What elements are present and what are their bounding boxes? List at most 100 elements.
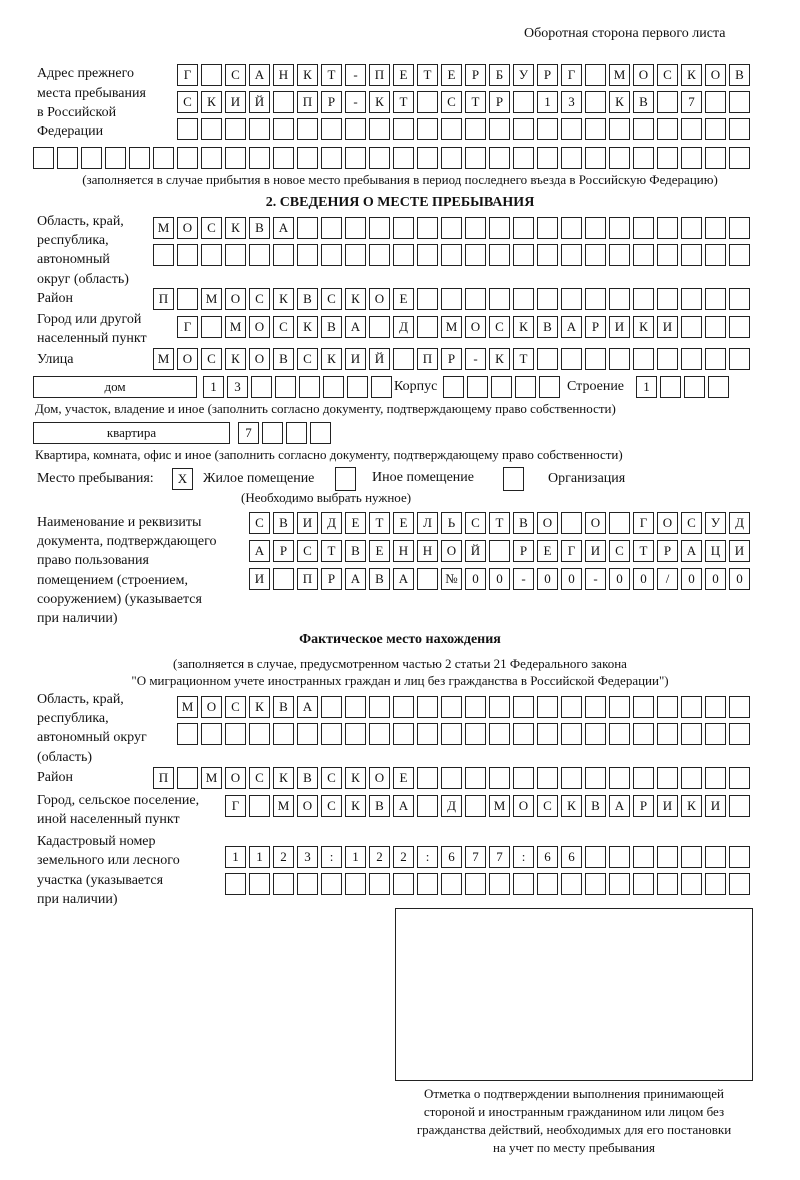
char-cell[interactable]	[729, 217, 750, 239]
char-cell[interactable]	[489, 288, 510, 310]
char-cell[interactable]: Р	[513, 540, 534, 562]
char-cell[interactable]	[513, 723, 534, 745]
char-cell[interactable]	[443, 376, 464, 398]
char-cell[interactable]: О	[201, 696, 222, 718]
char-cell[interactable]: Е	[393, 64, 414, 86]
char-cell[interactable]	[393, 118, 414, 140]
char-cell[interactable]	[705, 723, 726, 745]
char-cell[interactable]: К	[321, 348, 342, 370]
char-cell[interactable]: Р	[273, 540, 294, 562]
char-cell[interactable]	[537, 873, 558, 895]
char-cell[interactable]: Т	[369, 512, 390, 534]
char-cell[interactable]	[729, 348, 750, 370]
char-cell[interactable]	[297, 217, 318, 239]
char-cell[interactable]	[201, 244, 222, 266]
char-cell[interactable]: К	[297, 64, 318, 86]
char-cell[interactable]	[657, 696, 678, 718]
char-cell[interactable]: О	[249, 316, 270, 338]
char-cell[interactable]: Ь	[441, 512, 462, 534]
char-cell[interactable]	[729, 846, 750, 868]
char-cell[interactable]	[489, 217, 510, 239]
char-cell[interactable]	[633, 696, 654, 718]
char-cell[interactable]: Т	[321, 540, 342, 562]
char-cell[interactable]	[729, 91, 750, 113]
char-cell[interactable]	[417, 723, 438, 745]
char-cell[interactable]: Р	[585, 316, 606, 338]
char-cell[interactable]: К	[681, 795, 702, 817]
char-cell[interactable]	[561, 244, 582, 266]
char-cell[interactable]: С	[249, 288, 270, 310]
char-cell[interactable]	[345, 244, 366, 266]
char-cell[interactable]: О	[513, 795, 534, 817]
char-cell[interactable]	[153, 147, 174, 169]
char-cell[interactable]	[561, 217, 582, 239]
char-cell[interactable]	[417, 147, 438, 169]
char-cell[interactable]: Л	[417, 512, 438, 534]
char-cell[interactable]: А	[297, 696, 318, 718]
char-cell[interactable]	[729, 316, 750, 338]
char-cell[interactable]: Г	[633, 512, 654, 534]
char-cell[interactable]	[513, 147, 534, 169]
char-cell[interactable]	[321, 723, 342, 745]
char-cell[interactable]	[273, 91, 294, 113]
char-cell[interactable]	[705, 244, 726, 266]
char-cell[interactable]	[177, 767, 198, 789]
char-cell[interactable]: Е	[393, 512, 414, 534]
char-cell[interactable]	[585, 348, 606, 370]
char-cell[interactable]	[297, 723, 318, 745]
char-cell[interactable]	[681, 723, 702, 745]
char-cell[interactable]: И	[657, 316, 678, 338]
char-cell[interactable]: О	[441, 540, 462, 562]
char-cell[interactable]	[729, 288, 750, 310]
char-cell[interactable]	[225, 873, 246, 895]
char-cell[interactable]: №	[441, 568, 462, 590]
char-cell[interactable]	[105, 147, 126, 169]
char-cell[interactable]: 1	[636, 376, 657, 398]
char-cell[interactable]: М	[609, 64, 630, 86]
char-cell[interactable]	[369, 316, 390, 338]
char-cell[interactable]: А	[249, 540, 270, 562]
char-cell[interactable]: 6	[537, 846, 558, 868]
char-cell[interactable]	[537, 118, 558, 140]
char-cell[interactable]: Н	[417, 540, 438, 562]
char-cell[interactable]	[537, 288, 558, 310]
char-cell[interactable]	[465, 723, 486, 745]
char-cell[interactable]	[297, 873, 318, 895]
char-cell[interactable]	[177, 244, 198, 266]
char-cell[interactable]	[681, 147, 702, 169]
char-cell[interactable]	[297, 118, 318, 140]
char-cell[interactable]: С	[489, 316, 510, 338]
char-cell[interactable]	[633, 767, 654, 789]
char-cell[interactable]: 1	[203, 376, 224, 398]
char-cell[interactable]: 1	[537, 91, 558, 113]
char-cell[interactable]: И	[345, 348, 366, 370]
char-cell[interactable]	[585, 147, 606, 169]
char-cell[interactable]: 0	[633, 568, 654, 590]
char-cell[interactable]	[369, 217, 390, 239]
char-cell[interactable]: Ц	[705, 540, 726, 562]
char-cell[interactable]	[489, 540, 510, 562]
char-cell[interactable]	[441, 288, 462, 310]
char-cell[interactable]: Р	[537, 64, 558, 86]
char-cell[interactable]: М	[201, 288, 222, 310]
char-cell[interactable]	[705, 873, 726, 895]
char-cell[interactable]: А	[609, 795, 630, 817]
char-cell[interactable]: О	[369, 288, 390, 310]
char-cell[interactable]	[417, 118, 438, 140]
char-cell[interactable]	[705, 118, 726, 140]
char-cell[interactable]	[633, 873, 654, 895]
char-cell[interactable]: 0	[609, 568, 630, 590]
char-cell[interactable]: Р	[489, 91, 510, 113]
char-cell[interactable]	[729, 795, 750, 817]
char-cell[interactable]: К	[273, 767, 294, 789]
char-cell[interactable]	[153, 244, 174, 266]
char-cell[interactable]	[705, 348, 726, 370]
char-cell[interactable]: :	[417, 846, 438, 868]
char-cell[interactable]	[657, 873, 678, 895]
char-cell[interactable]: О	[225, 288, 246, 310]
char-cell[interactable]: К	[345, 767, 366, 789]
char-cell[interactable]	[201, 64, 222, 86]
char-cell[interactable]	[321, 696, 342, 718]
char-cell[interactable]	[465, 288, 486, 310]
char-cell[interactable]	[537, 723, 558, 745]
